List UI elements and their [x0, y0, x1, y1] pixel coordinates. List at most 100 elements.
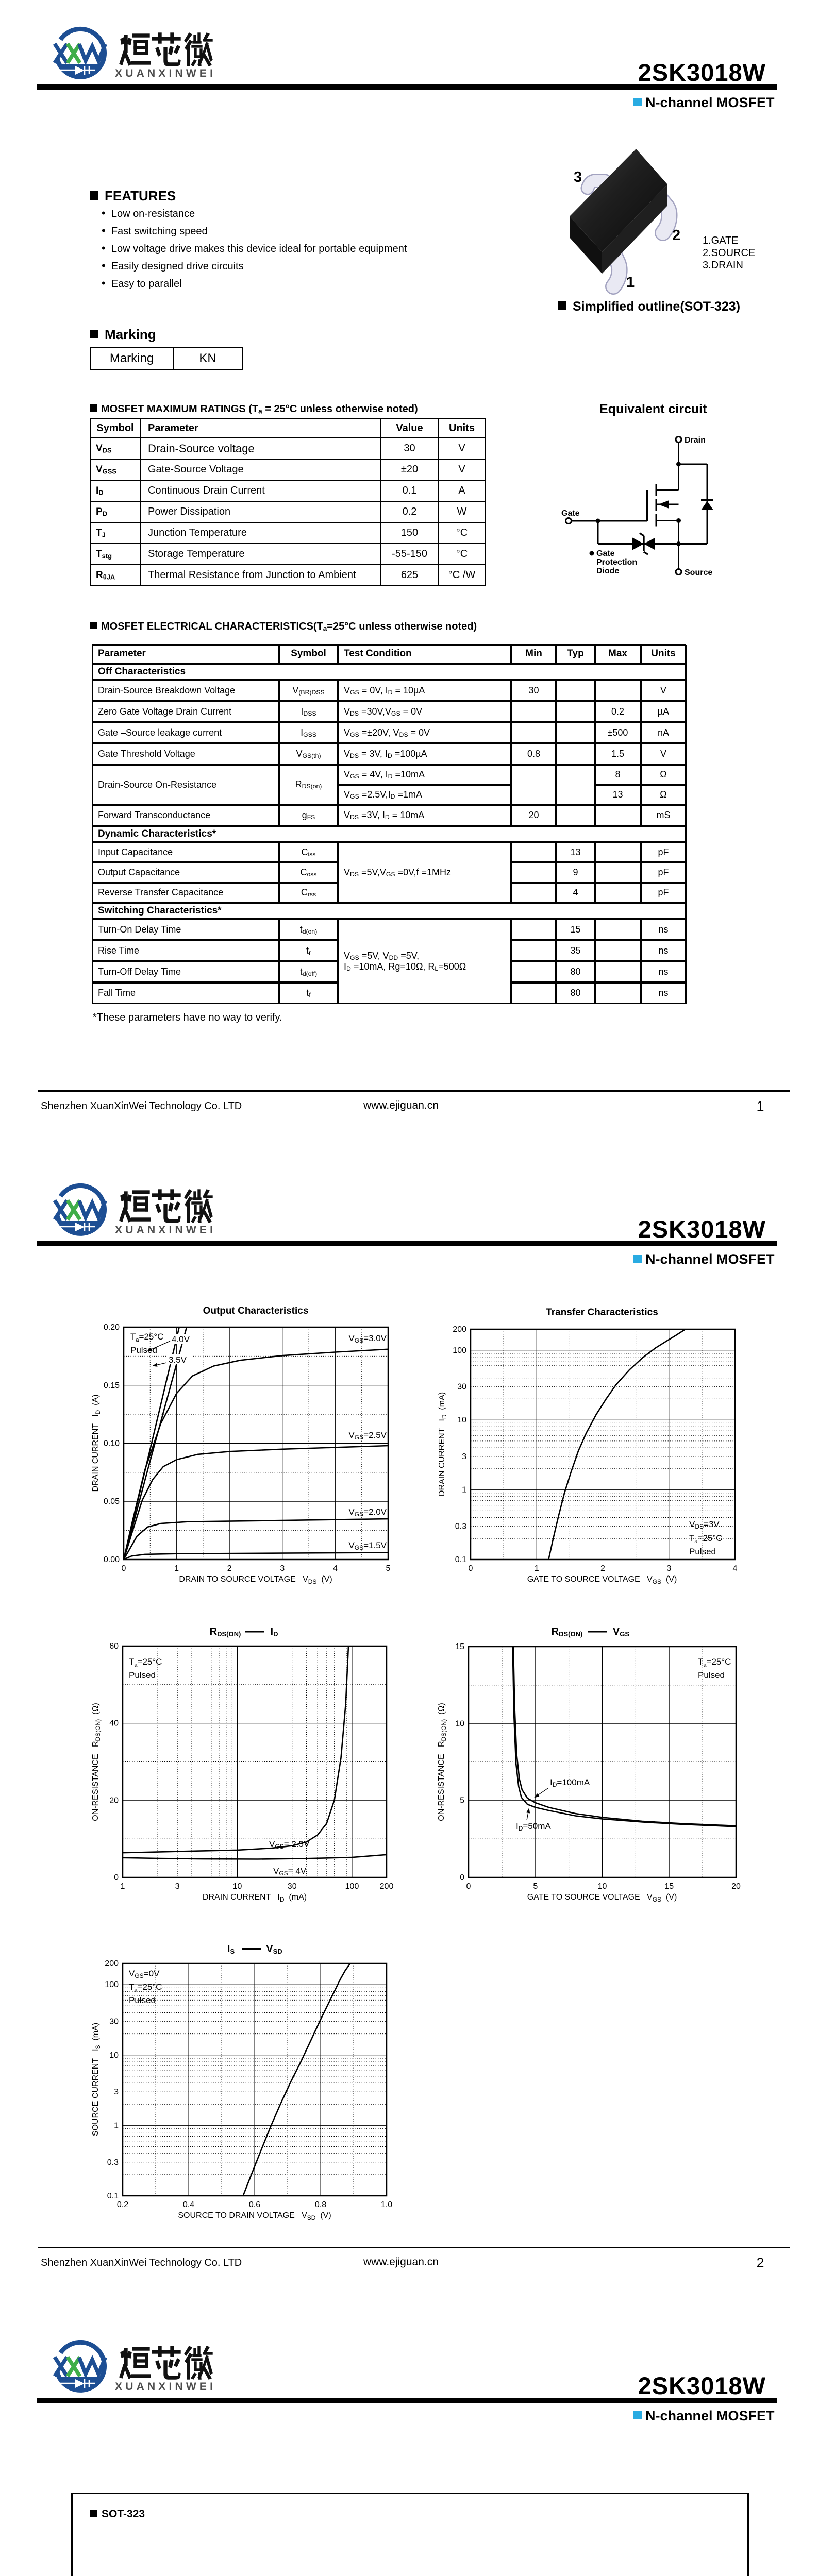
svg-text:10: 10	[233, 1882, 242, 1891]
svg-text:3: 3	[666, 1564, 671, 1573]
svg-text:200: 200	[453, 1325, 466, 1334]
svg-text:VGS=1.5V: VGS=1.5V	[348, 1540, 387, 1551]
svg-text:10: 10	[455, 1719, 464, 1728]
svg-text:1.0: 1.0	[381, 2200, 392, 2209]
svg-text:ID: ID	[271, 1626, 278, 1638]
svg-text:1: 1	[626, 274, 635, 291]
svg-text:VGS=0V: VGS=0V	[129, 1969, 160, 1979]
svg-text:3: 3	[114, 2088, 119, 2096]
svg-text:10: 10	[457, 1416, 466, 1425]
svg-text:100: 100	[453, 1346, 466, 1355]
svg-text:0.00: 0.00	[104, 1555, 120, 1564]
svg-text:RDS(ON): RDS(ON)	[210, 1626, 241, 1638]
svg-text:0.4: 0.4	[183, 2200, 194, 2209]
svg-text:2: 2	[672, 227, 680, 244]
svg-text:Transfer Characteristics: Transfer Characteristics	[546, 1307, 658, 1318]
svg-text:10: 10	[598, 1882, 607, 1891]
svg-text:ID=100mA: ID=100mA	[550, 1777, 590, 1788]
svg-text:2: 2	[227, 1564, 232, 1573]
svg-text:Pulsed: Pulsed	[689, 1547, 716, 1556]
svg-text:1: 1	[114, 2121, 119, 2130]
svg-text:Ta=25°C: Ta=25°C	[698, 1657, 731, 1668]
svg-text:SOURCE TO DRAIN VOLTAGE VSD​: SOURCE TO DRAIN VOLTAGE VSD​ (V)	[178, 2211, 331, 2222]
svg-text:XUANXINWEI: XUANXINWEI	[115, 67, 216, 79]
svg-text:1: 1	[174, 1564, 179, 1573]
svg-text:1: 1	[535, 1564, 539, 1573]
svg-text:VDS=3V: VDS=3V	[689, 1519, 720, 1530]
svg-text:100: 100	[105, 1980, 119, 1989]
svg-text:Gate: Gate	[596, 549, 615, 558]
svg-text:0.1: 0.1	[107, 2192, 119, 2200]
svg-text:Pulsed: Pulsed	[698, 1670, 725, 1680]
svg-text:DRAIN CURRENT ID​ (A): DRAIN CURRENT ID​ (A)	[91, 1395, 102, 1492]
svg-text:Ta=25°C: Ta=25°C	[130, 1332, 163, 1343]
svg-text:VGS: VGS	[613, 1626, 629, 1638]
svg-text:VSD: VSD	[266, 1943, 282, 1955]
svg-text:0: 0	[466, 1882, 471, 1891]
svg-text:GATE TO SOURCE VOLTAGE VGS​: GATE TO SOURCE VOLTAGE VGS​ (V)	[527, 1893, 677, 1903]
svg-text:VGS= 4V: VGS= 4V	[273, 1866, 307, 1877]
svg-text:DRAIN CURRENT ID​ (mA): DRAIN CURRENT ID​ (mA)	[438, 1392, 448, 1496]
svg-text:5: 5	[386, 1564, 391, 1573]
svg-text:ID=50mA: ID=50mA	[516, 1821, 551, 1832]
svg-text:0: 0	[469, 1564, 473, 1573]
svg-text:Protection: Protection	[596, 558, 637, 567]
svg-text:0: 0	[122, 1564, 126, 1573]
svg-text:XUANXINWEI: XUANXINWEI	[115, 1224, 216, 1236]
svg-text:20: 20	[731, 1882, 741, 1891]
svg-text:ON-RESISTANCE RDS(ON)​ (Ω): ON-RESISTANCE RDS(ON)​ (Ω)	[91, 1703, 102, 1821]
svg-text:0.15: 0.15	[104, 1381, 120, 1390]
svg-text:15: 15	[455, 1642, 464, 1651]
svg-text:0.8: 0.8	[315, 2200, 326, 2209]
svg-text:0.2: 0.2	[117, 2200, 128, 2209]
svg-text:5: 5	[460, 1797, 464, 1805]
svg-text:0.6: 0.6	[249, 2200, 260, 2209]
svg-text:10: 10	[109, 2051, 119, 2060]
svg-text:20: 20	[109, 1796, 119, 1805]
svg-text:Drain: Drain	[685, 436, 706, 445]
svg-text:ON-RESISTANCE RDS(ON)​ (Ω): ON-RESISTANCE RDS(ON)​ (Ω)	[437, 1703, 447, 1821]
svg-text:0.20: 0.20	[104, 1323, 120, 1332]
svg-text:15: 15	[664, 1882, 674, 1891]
svg-text:100: 100	[345, 1882, 359, 1891]
svg-text:2: 2	[600, 1564, 605, 1573]
svg-text:3: 3	[462, 1452, 466, 1461]
svg-text:5: 5	[533, 1882, 538, 1891]
svg-text:IS: IS	[227, 1943, 235, 1955]
svg-text:Ta=25°C: Ta=25°C	[689, 1533, 722, 1545]
svg-text:200: 200	[380, 1882, 394, 1891]
svg-text:3.5V: 3.5V	[169, 1355, 187, 1365]
svg-text:3: 3	[574, 169, 582, 185]
svg-text:Pulsed: Pulsed	[130, 1345, 157, 1355]
svg-text:0.3: 0.3	[455, 1522, 466, 1531]
svg-text:VGS= 2.5V: VGS= 2.5V	[269, 1839, 310, 1850]
svg-text:DRAIN TO SOURCE VOLTAGE VDS​: DRAIN TO SOURCE VOLTAGE VDS​ (V)	[179, 1575, 332, 1585]
svg-text:VGS=3.0V: VGS=3.0V	[348, 1333, 387, 1344]
svg-text:30: 30	[109, 2018, 119, 2026]
svg-text:0.05: 0.05	[104, 1497, 120, 1506]
svg-text:4.0V: 4.0V	[172, 1334, 190, 1344]
svg-text:3: 3	[280, 1564, 285, 1573]
svg-text:GATE TO SOURCE VOLTAGE VGS​: GATE TO SOURCE VOLTAGE VGS​ (V)	[527, 1575, 677, 1585]
svg-text:Pulsed: Pulsed	[129, 1670, 156, 1680]
svg-text:Pulsed: Pulsed	[129, 1995, 156, 2005]
svg-text:Ta=25°C: Ta=25°C	[129, 1982, 162, 1993]
svg-text:0.10: 0.10	[104, 1439, 120, 1448]
svg-text:30: 30	[457, 1383, 466, 1392]
svg-text:0: 0	[460, 1873, 464, 1882]
svg-text:40: 40	[109, 1719, 119, 1728]
svg-text:0.1: 0.1	[455, 1555, 466, 1564]
svg-text:4: 4	[333, 1564, 338, 1573]
svg-text:4: 4	[733, 1564, 738, 1573]
svg-text:VGS=2.5V: VGS=2.5V	[348, 1430, 387, 1441]
svg-text:0: 0	[114, 1873, 119, 1882]
svg-text:DRAIN CURRENT ID​ (mA): DRAIN CURRENT ID​ (mA)	[203, 1893, 307, 1903]
svg-text:Ta=25°C: Ta=25°C	[129, 1657, 162, 1668]
svg-text:SOURCE CURRENT IS​ (mA): SOURCE CURRENT IS​ (mA)	[91, 2023, 102, 2136]
svg-text:Output Characteristics: Output Characteristics	[203, 1306, 309, 1316]
svg-text:0.3: 0.3	[107, 2158, 119, 2167]
svg-text:Gate: Gate	[561, 509, 580, 518]
svg-text:3: 3	[175, 1882, 180, 1891]
svg-text:RDS(ON): RDS(ON)	[552, 1626, 583, 1638]
svg-text:200: 200	[105, 1959, 119, 1968]
